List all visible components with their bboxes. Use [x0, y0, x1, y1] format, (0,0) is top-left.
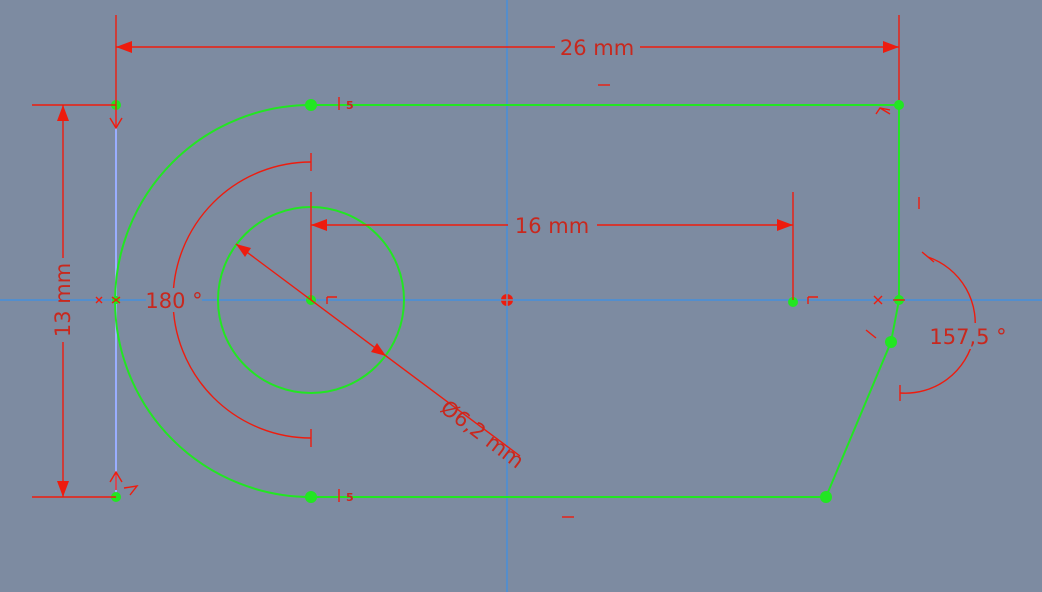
tangent-constraint-icon[interactable] [865, 329, 877, 339]
label-background [146, 288, 202, 312]
width-dimension[interactable]: 26 mm [560, 36, 634, 60]
corner-angle-dimension[interactable]: 157,5 ° [929, 325, 1006, 349]
point-on-object-icon[interactable] [873, 295, 883, 305]
dimension-arrow [883, 41, 899, 53]
point-on-object-icon[interactable] [326, 296, 337, 304]
equal-constraint-bottom[interactable]: 5 [338, 489, 354, 504]
tangent-constraint-icon[interactable] [123, 485, 139, 496]
hole-offset-dimension[interactable]: 16 mm [515, 214, 589, 238]
diameter-dimension[interactable]: Ø6,2 mm [436, 395, 528, 473]
dimension-arrow [116, 41, 132, 53]
arc-angle-dimension[interactable]: 180 ° [145, 289, 202, 313]
dimension-arrow [371, 343, 386, 356]
chamfer-edge[interactable] [825, 341, 892, 498]
dimension-arrow [236, 244, 251, 257]
point[interactable] [305, 99, 317, 111]
height-dimension[interactable]: 13 mm [51, 263, 75, 337]
dimension-tick [921, 251, 935, 263]
point[interactable] [885, 336, 897, 348]
point-on-object-icon[interactable] [111, 296, 121, 304]
corner-segment[interactable] [890, 299, 900, 343]
point[interactable] [894, 100, 904, 110]
dimension-arrow [777, 219, 793, 231]
dimension-arrow [57, 105, 69, 121]
point[interactable] [820, 491, 832, 503]
point[interactable] [305, 491, 317, 503]
point[interactable] [788, 297, 798, 307]
point-on-object-icon[interactable] [807, 296, 818, 304]
equal-constraint-top[interactable]: 5 [338, 97, 354, 112]
equal-constraint-index: 5 [346, 491, 354, 504]
dimension-arrow [311, 219, 327, 231]
label-background [928, 323, 1008, 349]
dimension-arrow [57, 481, 69, 497]
tangent-constraint-icon [879, 107, 891, 115]
equal-constraint-index: 5 [346, 99, 354, 112]
point-on-object-icon[interactable] [95, 296, 103, 304]
